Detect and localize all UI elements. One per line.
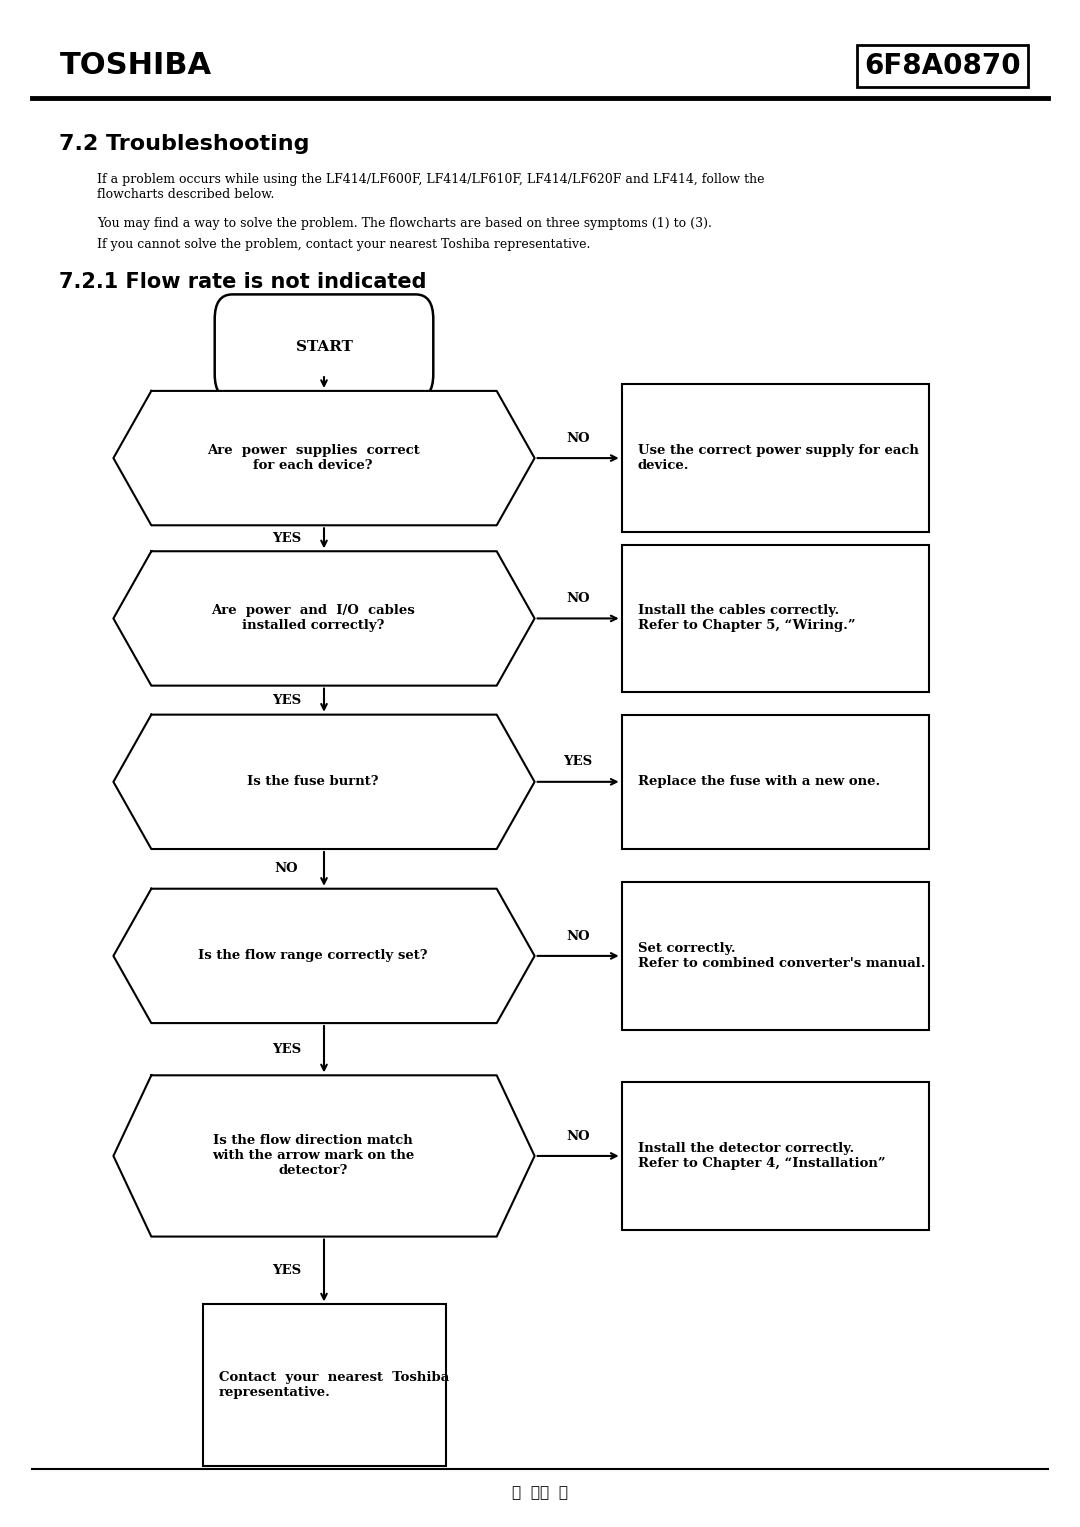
Text: Are  power  supplies  correct
for each device?: Are power supplies correct for each devi…	[207, 444, 419, 472]
Text: You may find a way to solve the problem. The flowcharts are based on three sympt: You may find a way to solve the problem.…	[97, 217, 712, 231]
Text: NO: NO	[274, 863, 298, 875]
Text: NO: NO	[566, 1130, 590, 1142]
Text: 7.2 Troubleshooting: 7.2 Troubleshooting	[59, 134, 310, 154]
Bar	[622, 883, 929, 1029]
Text: NO: NO	[566, 930, 590, 942]
Text: －  ４４  －: － ４４ －	[512, 1486, 568, 1501]
Text: START: START	[296, 339, 352, 354]
Polygon shape	[113, 715, 535, 849]
Text: NO: NO	[566, 592, 590, 605]
Polygon shape	[113, 889, 535, 1023]
Text: Replace the fuse with a new one.: Replace the fuse with a new one.	[637, 776, 880, 788]
FancyBboxPatch shape	[215, 295, 433, 399]
Text: Set correctly.
Refer to combined converter's manual.: Set correctly. Refer to combined convert…	[637, 942, 926, 970]
Text: Are  power  and  I/O  cables
installed correctly?: Are power and I/O cables installed corre…	[212, 605, 415, 632]
Text: Is the flow direction match
with the arrow mark on the
detector?: Is the flow direction match with the arr…	[212, 1135, 415, 1177]
Text: Is the flow range correctly set?: Is the flow range correctly set?	[199, 950, 428, 962]
Text: Is the fuse burnt?: Is the fuse burnt?	[247, 776, 379, 788]
Text: YES: YES	[272, 531, 300, 545]
Bar	[622, 545, 929, 692]
Bar	[622, 715, 929, 849]
Polygon shape	[113, 391, 535, 525]
Text: 6F8A0870: 6F8A0870	[864, 52, 1021, 79]
Polygon shape	[113, 1075, 535, 1237]
Text: Install the detector correctly.
Refer to Chapter 4, “Installation”: Install the detector correctly. Refer to…	[637, 1142, 886, 1170]
Text: Use the correct power supply for each
device.: Use the correct power supply for each de…	[637, 444, 919, 472]
Bar	[622, 385, 929, 531]
Text: YES: YES	[564, 756, 593, 768]
Bar	[203, 1304, 446, 1466]
Text: YES: YES	[272, 1264, 300, 1277]
Bar	[622, 1083, 929, 1229]
Polygon shape	[113, 551, 535, 686]
Text: If a problem occurs while using the LF414/LF600F, LF414/LF610F, LF414/LF620F and: If a problem occurs while using the LF41…	[97, 173, 765, 200]
Text: If you cannot solve the problem, contact your nearest Toshiba representative.: If you cannot solve the problem, contact…	[97, 238, 591, 252]
Text: Contact  your  nearest  Toshiba
representative.: Contact your nearest Toshiba representat…	[218, 1371, 449, 1399]
Text: 7.2.1 Flow rate is not indicated: 7.2.1 Flow rate is not indicated	[59, 272, 427, 292]
Text: NO: NO	[566, 432, 590, 444]
Text: TOSHIBA: TOSHIBA	[59, 52, 212, 79]
Text: YES: YES	[272, 1043, 300, 1055]
Text: Install the cables correctly.
Refer to Chapter 5, “Wiring.”: Install the cables correctly. Refer to C…	[637, 605, 855, 632]
Text: YES: YES	[272, 693, 300, 707]
